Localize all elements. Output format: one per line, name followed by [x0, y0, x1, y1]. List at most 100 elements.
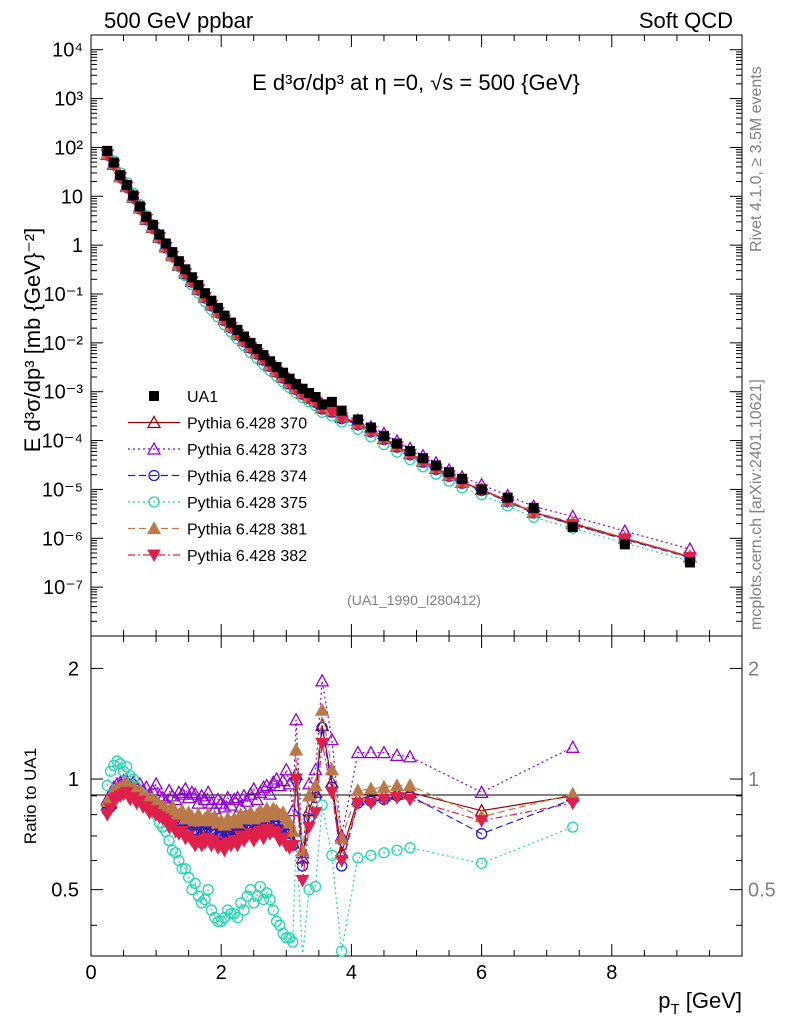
ratio-point: [264, 893, 276, 906]
ratio-point: [475, 828, 488, 840]
ratio-point: [220, 790, 235, 804]
data-point: [378, 430, 389, 441]
ratio-point: [256, 779, 271, 793]
y-tick-label: 10: [61, 186, 83, 208]
ratio-point: [171, 784, 186, 798]
data-point: [199, 288, 210, 299]
legend-entry: Pythia 6.428 382: [128, 548, 307, 565]
data-point: [365, 422, 376, 433]
ratio-point: [186, 884, 198, 896]
legend-label: Pythia 6.428 375: [187, 495, 307, 512]
x-tick-label: 6: [476, 962, 487, 984]
legend-entry: Pythia 6.428 381: [128, 521, 307, 539]
ratio-point: [261, 887, 273, 899]
ratio-point: [205, 904, 218, 916]
ratio-point: [289, 773, 303, 787]
ratio-point: [308, 778, 323, 792]
ratio-point: [378, 847, 390, 859]
ratio-point: [182, 871, 195, 884]
data-point: [297, 383, 308, 394]
x-tick-label: 0: [85, 962, 96, 984]
ratio-point: [103, 803, 118, 816]
legend-marker: [149, 391, 159, 401]
ratio-point: [309, 880, 322, 893]
ratio-series-pythia-6-428-382: [100, 737, 580, 888]
data-point: [278, 367, 289, 378]
legend-entry: Pythia 6.428 370: [128, 415, 307, 433]
legend-marker: [146, 441, 162, 455]
ratio-point: [114, 758, 126, 770]
y-tick-label: 10⁻⁴: [42, 431, 83, 453]
data-point: [336, 405, 347, 416]
ratio-point: [196, 897, 208, 909]
main-plot-title: E d³σ/dp³ at η =0, √s = 500 {GeV}: [252, 70, 580, 95]
ratio-point: [188, 786, 203, 800]
data-point: [271, 362, 282, 373]
ratio-point: [269, 771, 284, 785]
data-point: [291, 379, 302, 390]
ratio-point: [316, 721, 328, 734]
ratio-point: [350, 783, 366, 797]
ratio-point: [238, 904, 250, 916]
ratio-point: [149, 776, 164, 790]
side-label-mcplots: mcplots.cern.ch [arXiv:2401.10621]: [748, 379, 765, 630]
ratio-point: [279, 762, 294, 776]
ratio-point: [287, 936, 299, 948]
ratio-point: [390, 792, 404, 805]
ratio-point: [230, 839, 245, 853]
data-point: [102, 145, 113, 156]
data-point: [180, 264, 191, 275]
ratio-point: [270, 915, 283, 928]
y-tick-label: 1: [72, 235, 83, 257]
ratio-point: [262, 786, 278, 800]
ratio-y-tick-label: 2: [68, 658, 79, 680]
data-point: [108, 157, 119, 168]
legend-label: Pythia 6.428 381: [187, 522, 307, 539]
data-point: [444, 467, 455, 478]
ratio-point: [402, 749, 418, 763]
x-tick-label: 2: [216, 962, 227, 984]
ratio-point: [166, 844, 179, 856]
data-point: [391, 438, 402, 449]
ratio-y-tick-label-right: 1: [748, 769, 759, 791]
ratio-point: [197, 792, 213, 806]
data-point: [567, 522, 578, 533]
ratio-point: [363, 745, 379, 759]
ratio-point: [363, 781, 379, 795]
ratio-point: [567, 821, 579, 833]
main-series-ua1: [102, 145, 695, 568]
data-point: [258, 350, 269, 361]
data-point: [128, 190, 139, 201]
data-point: [121, 180, 132, 191]
data-point: [245, 337, 256, 348]
data-point: [154, 229, 165, 240]
ratio-point: [215, 915, 227, 928]
ratio-point: [325, 786, 339, 800]
legend-entry: Pythia 6.428 374: [128, 469, 307, 486]
data-point: [186, 272, 197, 283]
ratio-point: [228, 908, 240, 920]
ratio-point: [266, 774, 281, 788]
ratio-point: [288, 712, 304, 726]
data-point: [265, 356, 276, 367]
x-axis-label: pT [GeV]: [658, 988, 742, 1018]
ratio-point: [285, 803, 300, 817]
ratio-point: [227, 792, 242, 806]
data-point: [252, 343, 263, 354]
ratio-point: [377, 793, 391, 807]
ratio-point: [364, 797, 378, 811]
ratio-point: [218, 911, 231, 924]
ratio-point: [163, 834, 175, 847]
ratio-point: [389, 747, 405, 761]
main-series-pythia-6-428-373: [100, 146, 698, 555]
data-point: [404, 446, 415, 457]
data-point: [502, 492, 513, 503]
ratio-point: [259, 778, 274, 792]
data-point: [232, 324, 243, 335]
y-tick-label: 10⁻⁷: [43, 577, 83, 599]
ratio-point: [403, 793, 417, 807]
data-point: [418, 453, 429, 464]
y-tick-label: 10⁻⁶: [42, 528, 83, 550]
data-point: [134, 201, 145, 212]
